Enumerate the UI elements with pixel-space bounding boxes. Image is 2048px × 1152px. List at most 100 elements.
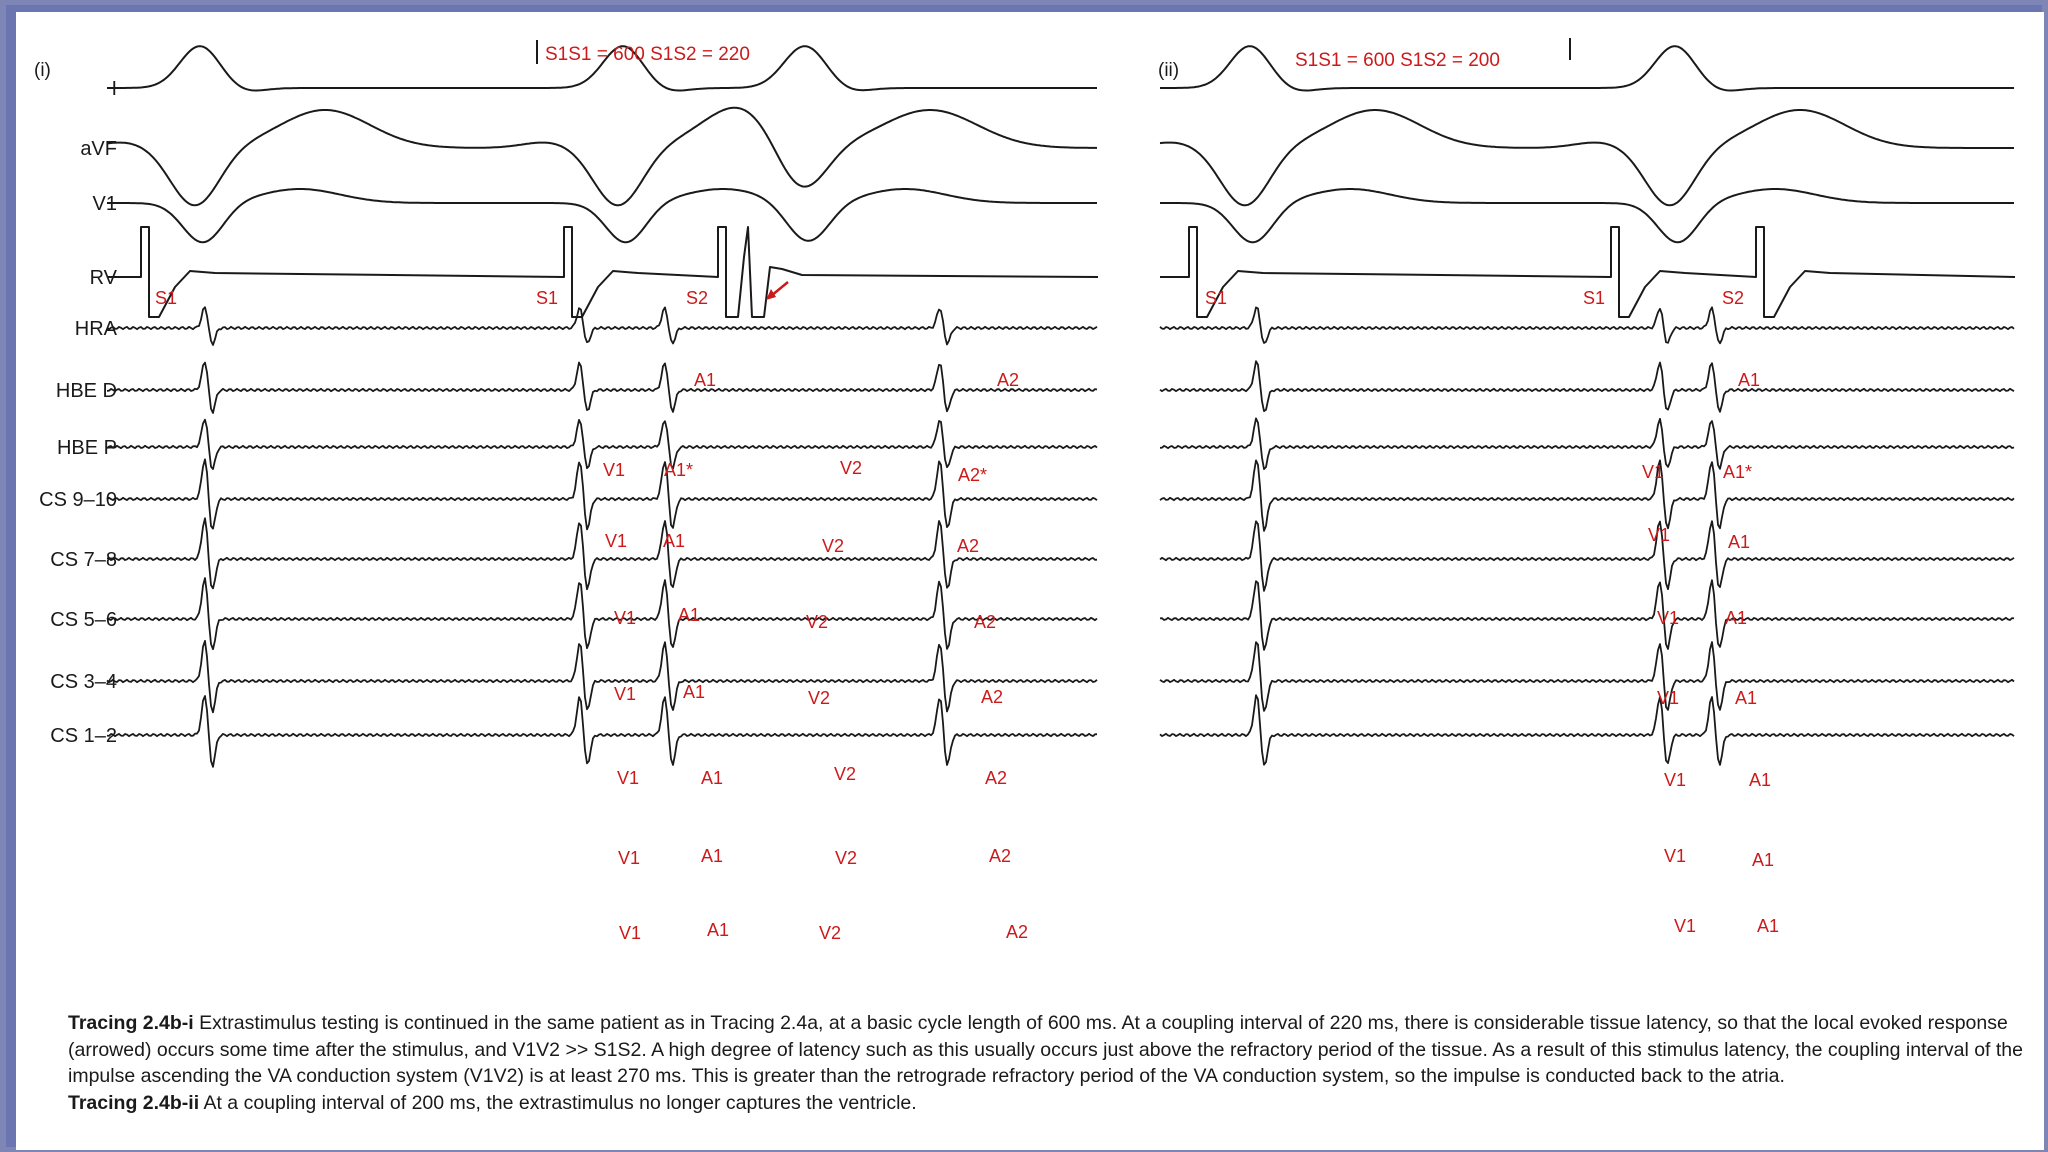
annotation-s1: S1 (1583, 288, 1605, 308)
annotation-a1: A1 (1738, 370, 1760, 390)
annotation-a1: A1 (663, 531, 685, 551)
annotation-v1: V1 (619, 923, 641, 943)
channel-label: HRA (75, 318, 118, 340)
annotation-v1: V1 (1657, 608, 1679, 628)
annotation-a1: A1 (683, 682, 705, 702)
annotation-v1: V1 (1642, 462, 1664, 482)
annotation-a1: A1 (707, 920, 729, 940)
annotation-v1: V1 (1648, 525, 1670, 545)
annotation-s2: S2 (1722, 288, 1744, 308)
trace-2-panel-ii (1160, 188, 2014, 244)
annotation-v1: V1 (1664, 846, 1686, 866)
trace-4-panel-i (106, 306, 1098, 346)
trace-5-panel-ii (1159, 360, 2015, 413)
annotation-v2: V2 (834, 764, 856, 784)
trace-5-panel-i (106, 361, 1098, 414)
trace-2-panel-i (107, 188, 1097, 244)
trace-6-panel-i (106, 418, 1098, 470)
annotation-a1: A1 (1757, 916, 1779, 936)
annotation-s1: S1 (155, 288, 177, 308)
annotation-v2: V2 (806, 612, 828, 632)
annotation-v1: V1 (1664, 770, 1686, 790)
trace-rv-panel-i (107, 226, 1099, 318)
annotation-v2: V2 (840, 458, 862, 478)
trace-7-panel-ii (1159, 459, 2015, 532)
annotation-v1: V1 (614, 684, 636, 704)
annotation-s1: S1 (536, 288, 558, 308)
trace-6-panel-ii (1159, 417, 2015, 470)
trace-rv-panel-ii (1160, 226, 2016, 318)
panel-label: (i) (34, 60, 51, 81)
annotation-v2: V2 (808, 688, 830, 708)
annotation-v2: V2 (819, 923, 841, 943)
channel-label: RV (90, 267, 118, 289)
trace-10-panel-ii (1159, 641, 2015, 712)
channel-label: HBE P (57, 437, 117, 459)
annotation-a2: A2 (997, 370, 1019, 390)
annotation-v1: V1 (603, 460, 625, 480)
panel-header: S1S1 = 600 S1S2 = 200 (1295, 50, 1500, 71)
annotation-a1: A1 (701, 846, 723, 866)
caption-text-i: Extrastimulus testing is continued in th… (68, 1012, 2023, 1087)
annotation-a1: A1 (694, 370, 716, 390)
trace-8-panel-ii (1159, 520, 2015, 592)
trace-0-panel-i (107, 45, 1097, 92)
annotation-a2: A2 (981, 687, 1003, 707)
trace-1-panel-i (106, 106, 1097, 207)
annotation-a1: A1 (701, 768, 723, 788)
annotation-a2: A2 (974, 612, 996, 632)
trace-11-panel-i (106, 695, 1098, 768)
channel-label: CS 1–2 (50, 725, 117, 747)
annotation-a2: A2 (1006, 922, 1028, 942)
trace-9-panel-ii (1159, 579, 2015, 651)
annotation-v2: V2 (835, 848, 857, 868)
annotation-a2: A2 (957, 536, 979, 556)
annotation-v1: V1 (1657, 688, 1679, 708)
annotation-a1: A1 (678, 605, 700, 625)
figure-caption: Tracing 2.4b-i Extrastimulus testing is … (68, 1010, 2028, 1116)
channel-label: CS 5–6 (50, 609, 117, 631)
annotation-v1: V1 (1674, 916, 1696, 936)
annotation-v1: V1 (614, 608, 636, 628)
caption-title-ii: Tracing 2.4b-ii (68, 1091, 200, 1114)
annotation-v1: V1 (618, 848, 640, 868)
annotation-a1: A1 (1752, 850, 1774, 870)
trace-11-panel-ii (1159, 694, 2015, 766)
annotation-s2: S2 (686, 288, 708, 308)
annotation-v1: V1 (617, 768, 639, 788)
channel-label: HBE D (56, 380, 117, 402)
arrowhead-icon (766, 289, 776, 300)
annotation-v2: V2 (822, 536, 844, 556)
channel-label: CS 3–4 (50, 671, 117, 693)
caption-paragraph-i: Tracing 2.4b-i Extrastimulus testing is … (68, 1010, 2028, 1090)
annotation-a1: A1 (1728, 532, 1750, 552)
trace-0-panel-ii (1160, 45, 2014, 92)
annotation-s1: S1 (1205, 288, 1227, 308)
caption-paragraph-ii: Tracing 2.4b-ii At a coupling interval o… (68, 1090, 2028, 1117)
annotation-a1: A1 (1725, 608, 1747, 628)
annotation-a2star: A2* (958, 465, 987, 485)
caption-title-i: Tracing 2.4b-i (68, 1012, 194, 1034)
annotation-a1star: A1* (1723, 462, 1752, 482)
annotation-a1: A1 (1749, 770, 1771, 790)
trace-4-panel-ii (1159, 306, 2015, 345)
annotation-v1: V1 (605, 531, 627, 551)
caption-text-ii: At a coupling interval of 200 ms, the ex… (203, 1091, 917, 1114)
trace-7-panel-i (106, 458, 1098, 531)
channel-label: CS 7–8 (50, 549, 117, 571)
channel-label: CS 9–10 (39, 489, 117, 511)
channel-label: aVF (80, 138, 117, 160)
annotation-a1star: A1* (664, 460, 693, 480)
trace-9-panel-i (106, 577, 1098, 651)
annotation-a2: A2 (989, 846, 1011, 866)
trace-10-panel-i (106, 640, 1098, 714)
channel-label: V1 (93, 193, 117, 215)
panel-label: (ii) (1158, 60, 1179, 81)
trace-8-panel-i (106, 517, 1098, 591)
trace-1-panel-ii (1159, 109, 2014, 207)
panel-header: S1S1 = 600 S1S2 = 220 (545, 44, 750, 65)
annotation-a2: A2 (985, 768, 1007, 788)
annotation-a1: A1 (1735, 688, 1757, 708)
